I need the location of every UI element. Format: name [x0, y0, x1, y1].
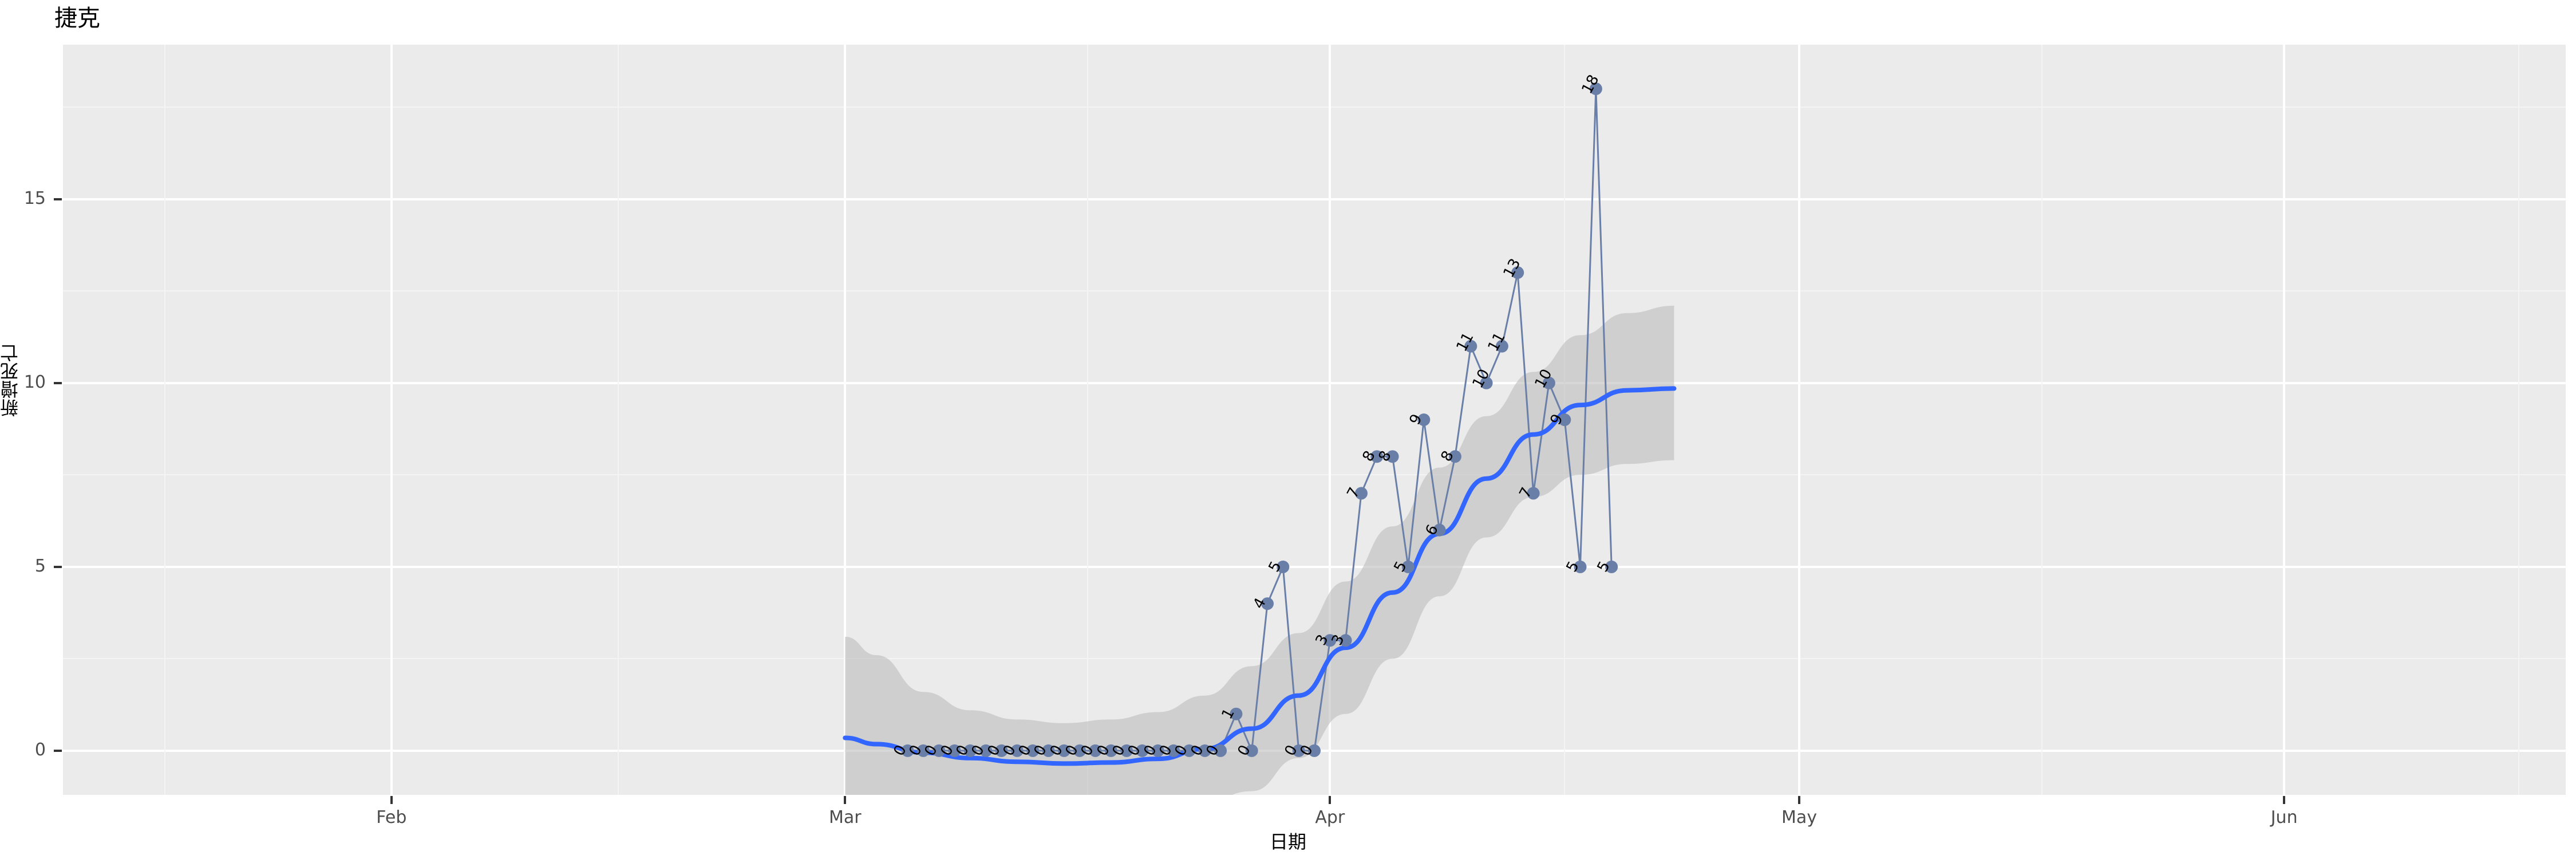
- grid-line: [2041, 45, 2042, 795]
- data-point: [916, 744, 930, 757]
- data-point: [1355, 487, 1368, 500]
- grid-line: [390, 45, 393, 795]
- grid-line: [1798, 45, 1801, 795]
- plot-panel: 0 0 0 0 0 0 0 0 0 0 0 0 0 0 0 0 0 0 0 0 0 1 0 4 5 0 0 3 3 7 8 8 5 9 6 8 11 10…: [63, 45, 2566, 795]
- data-point: [1183, 744, 1196, 757]
- x-tick-label: May: [1781, 807, 1818, 828]
- data-point: [1230, 707, 1243, 720]
- grid-line: [63, 474, 2566, 476]
- data-point: [979, 744, 993, 757]
- data-point: [1120, 744, 1133, 757]
- data-point: [1464, 340, 1477, 353]
- data-point: [901, 744, 914, 757]
- grid-line: [618, 45, 619, 795]
- x-tick-label: Mar: [828, 807, 862, 828]
- y-tick-mark: [54, 565, 62, 568]
- data-point: [1308, 744, 1321, 757]
- data-point: [1542, 376, 1555, 389]
- y-tick-mark: [54, 749, 62, 752]
- data-point: [1245, 744, 1258, 757]
- grid-line: [63, 107, 2566, 108]
- data-point: [963, 744, 977, 757]
- y-tick-label: 0: [34, 739, 46, 760]
- data-point: [1558, 413, 1571, 426]
- data-point: [1480, 376, 1493, 389]
- grid-line: [63, 381, 2566, 384]
- data-point: [1527, 487, 1540, 500]
- x-axis-title: 日期: [1269, 831, 1306, 853]
- x-tick-mark: [2283, 796, 2286, 804]
- page-title: 捷克: [54, 5, 100, 31]
- grid-line: [63, 290, 2566, 292]
- data-point: [1433, 523, 1446, 537]
- y-tick-mark: [54, 198, 62, 200]
- y-tick-label: 15: [23, 188, 46, 208]
- smooth-trend-line: [843, 386, 1677, 766]
- data-point: [1323, 634, 1337, 647]
- data-point: [1198, 744, 1211, 757]
- data-point: [1167, 744, 1180, 757]
- data-point: [933, 744, 946, 757]
- data-point: [1417, 413, 1431, 426]
- x-tick-label: Feb: [376, 807, 407, 828]
- data-point: [1057, 744, 1070, 757]
- data-point: [1073, 744, 1086, 757]
- data-point: [1386, 450, 1399, 463]
- data-point: [1511, 266, 1524, 279]
- confidence-ribbon: [845, 305, 1674, 795]
- grid-line: [1086, 45, 1088, 795]
- data-point: [1339, 634, 1352, 647]
- x-tick-mark: [390, 796, 393, 804]
- x-tick-label: Jun: [2270, 807, 2298, 828]
- data-point: [1589, 82, 1602, 96]
- y-tick-label: 10: [23, 372, 46, 392]
- data-point: [948, 744, 961, 757]
- grid-line: [844, 45, 847, 795]
- data-point: [1401, 560, 1415, 573]
- data-point: [1026, 744, 1040, 757]
- data-point: [995, 744, 1008, 757]
- x-tick-label: Apr: [1315, 807, 1345, 828]
- data-point: [1448, 450, 1461, 463]
- data-point: [1010, 744, 1024, 757]
- grid-line: [2283, 45, 2286, 795]
- data-points: [901, 82, 1618, 757]
- y-tick-mark: [54, 381, 62, 384]
- data-point: [1605, 560, 1618, 573]
- data-point: [1261, 597, 1274, 610]
- x-tick-mark: [844, 796, 847, 804]
- data-point: [1104, 744, 1117, 757]
- data-point: [1495, 340, 1508, 353]
- series-line-tail: [1563, 89, 1613, 568]
- data-point: [1292, 744, 1305, 757]
- grid-line: [164, 45, 165, 795]
- data-point: [1151, 744, 1164, 757]
- data-point: [1277, 560, 1290, 573]
- grid-line: [1329, 45, 1332, 795]
- data-point: [1214, 744, 1227, 757]
- grid-line: [2518, 45, 2520, 795]
- data-point: [1042, 744, 1055, 757]
- y-tick-label: 5: [34, 555, 46, 576]
- data-point: [1370, 450, 1384, 463]
- x-tick-mark: [1329, 796, 1332, 804]
- grid-line: [63, 565, 2566, 568]
- grid-line: [63, 198, 2566, 200]
- data-point: [1089, 744, 1102, 757]
- data-point: [1136, 744, 1149, 757]
- x-tick-mark: [1798, 796, 1801, 804]
- chart-canvas: [843, 82, 1677, 795]
- data-point: [1574, 560, 1587, 573]
